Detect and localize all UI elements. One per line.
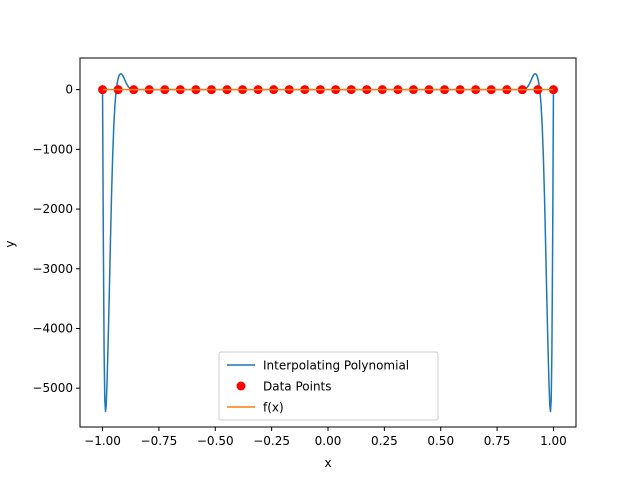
legend-box [218,351,439,421]
legend-label: f(x) [263,401,284,415]
x-axis-ticks: −1.00 −0.75 −0.50 −0.25 0.00 0.25 0.50 0.75 1.00 [84,427,567,448]
x-tick-label: 1.00 [540,434,567,448]
y-axis-label: y [3,240,17,247]
legend-entry: f(x) [227,401,284,415]
y-axis-ticks: 0 −1000 −2000 −3000 −4000 −5000 [32,83,80,395]
legend: Interpolating Polynomial Data Points f(x) [218,351,439,421]
y-tick-label: −5000 [32,381,73,395]
legend-label: Data Points [263,380,332,394]
x-tick-label: −0.75 [141,434,178,448]
legend-entry: Interpolating Polynomial [227,359,409,373]
y-tick-label: −1000 [32,142,73,156]
y-tick-label: 0 [65,83,73,97]
x-tick-label: 0.25 [371,434,398,448]
y-tick-label: −3000 [32,262,73,276]
x-tick-label: 0.75 [484,434,511,448]
legend-entry: Data Points [236,380,332,394]
x-axis-label: x [324,456,331,470]
y-tick-label: −2000 [32,202,73,216]
legend-marker-swatch [236,381,246,391]
x-tick-label: 0.00 [315,434,342,448]
x-tick-label: −1.00 [84,434,121,448]
x-tick-label: 0.50 [427,434,454,448]
y-tick-label: −4000 [32,321,73,335]
x-tick-label: −0.25 [253,434,290,448]
legend-label: Interpolating Polynomial [263,359,409,373]
x-tick-label: −0.50 [197,434,234,448]
